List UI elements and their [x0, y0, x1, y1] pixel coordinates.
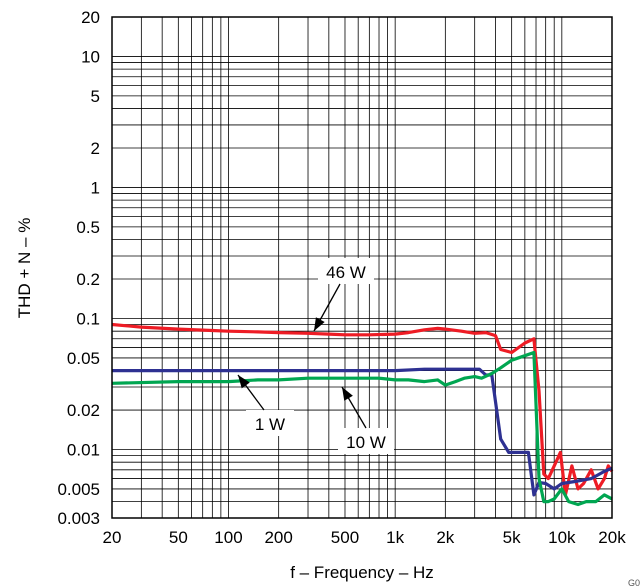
y-tick-label: 10 [81, 47, 100, 66]
y-tick-label: 0.05 [67, 349, 100, 368]
y-tick-label: 0.2 [76, 270, 100, 289]
annotation-box-10w [338, 428, 394, 454]
series-line-10w [111, 350, 613, 507]
y-tick-label: 2 [91, 139, 100, 158]
y-tick-label: 5 [91, 87, 100, 106]
y-tick-label: 1 [91, 178, 100, 197]
annotation-arrowhead-10w [342, 387, 353, 401]
y-axis-label: THD + N – % [15, 218, 34, 319]
plot-frame [111, 16, 613, 519]
annotation-arrowhead-1w [238, 375, 250, 389]
series-lines [111, 322, 614, 507]
corner-mark: G0 [628, 578, 640, 586]
y-tick-labels: 0.003 0.005 0.01 0.02 0.05 0.1 0.2 0.5 1 2 5 10 20 [57, 8, 100, 528]
x-tick-label: 50 [169, 528, 188, 547]
annotation-box-1w [246, 410, 294, 436]
y-tick-label: 0.005 [57, 480, 100, 499]
annotation-label-1w: 1 W [255, 415, 285, 434]
y-tick-label: 0.01 [67, 440, 100, 459]
annotation-arrowhead-46w [314, 317, 325, 331]
series-annotations: 46 W 1 W 10 W [237, 258, 394, 454]
annotation-label-46w: 46 W [326, 263, 366, 282]
y-tick-label: 20 [81, 8, 100, 27]
x-tick-labels: 20 50 100 200 500 1k 2k 5k 10k 20k [103, 528, 627, 547]
series-line-1w [112, 367, 613, 497]
x-tick-label: 100 [214, 528, 242, 547]
x-tick-label: 10k [548, 528, 576, 547]
x-tick-label: 5k [503, 528, 521, 547]
x-tick-label: 200 [264, 528, 292, 547]
x-tick-label: 20k [598, 528, 626, 547]
x-axis-label: f – Frequency – Hz [290, 563, 434, 582]
y-tick-label: 0.1 [76, 309, 100, 328]
x-tick-label: 500 [331, 528, 359, 547]
y-tick-label: 0.02 [67, 401, 100, 420]
series-line-46w [111, 322, 614, 497]
y-tick-label: 0.003 [57, 509, 100, 528]
y-tick-label: 0.5 [76, 218, 100, 237]
x-tick-label: 2k [436, 528, 454, 547]
x-tick-label: 20 [103, 528, 122, 547]
x-tick-label: 1k [386, 528, 404, 547]
annotation-box-46w [318, 258, 374, 284]
annotation-label-10w: 10 W [346, 433, 386, 452]
